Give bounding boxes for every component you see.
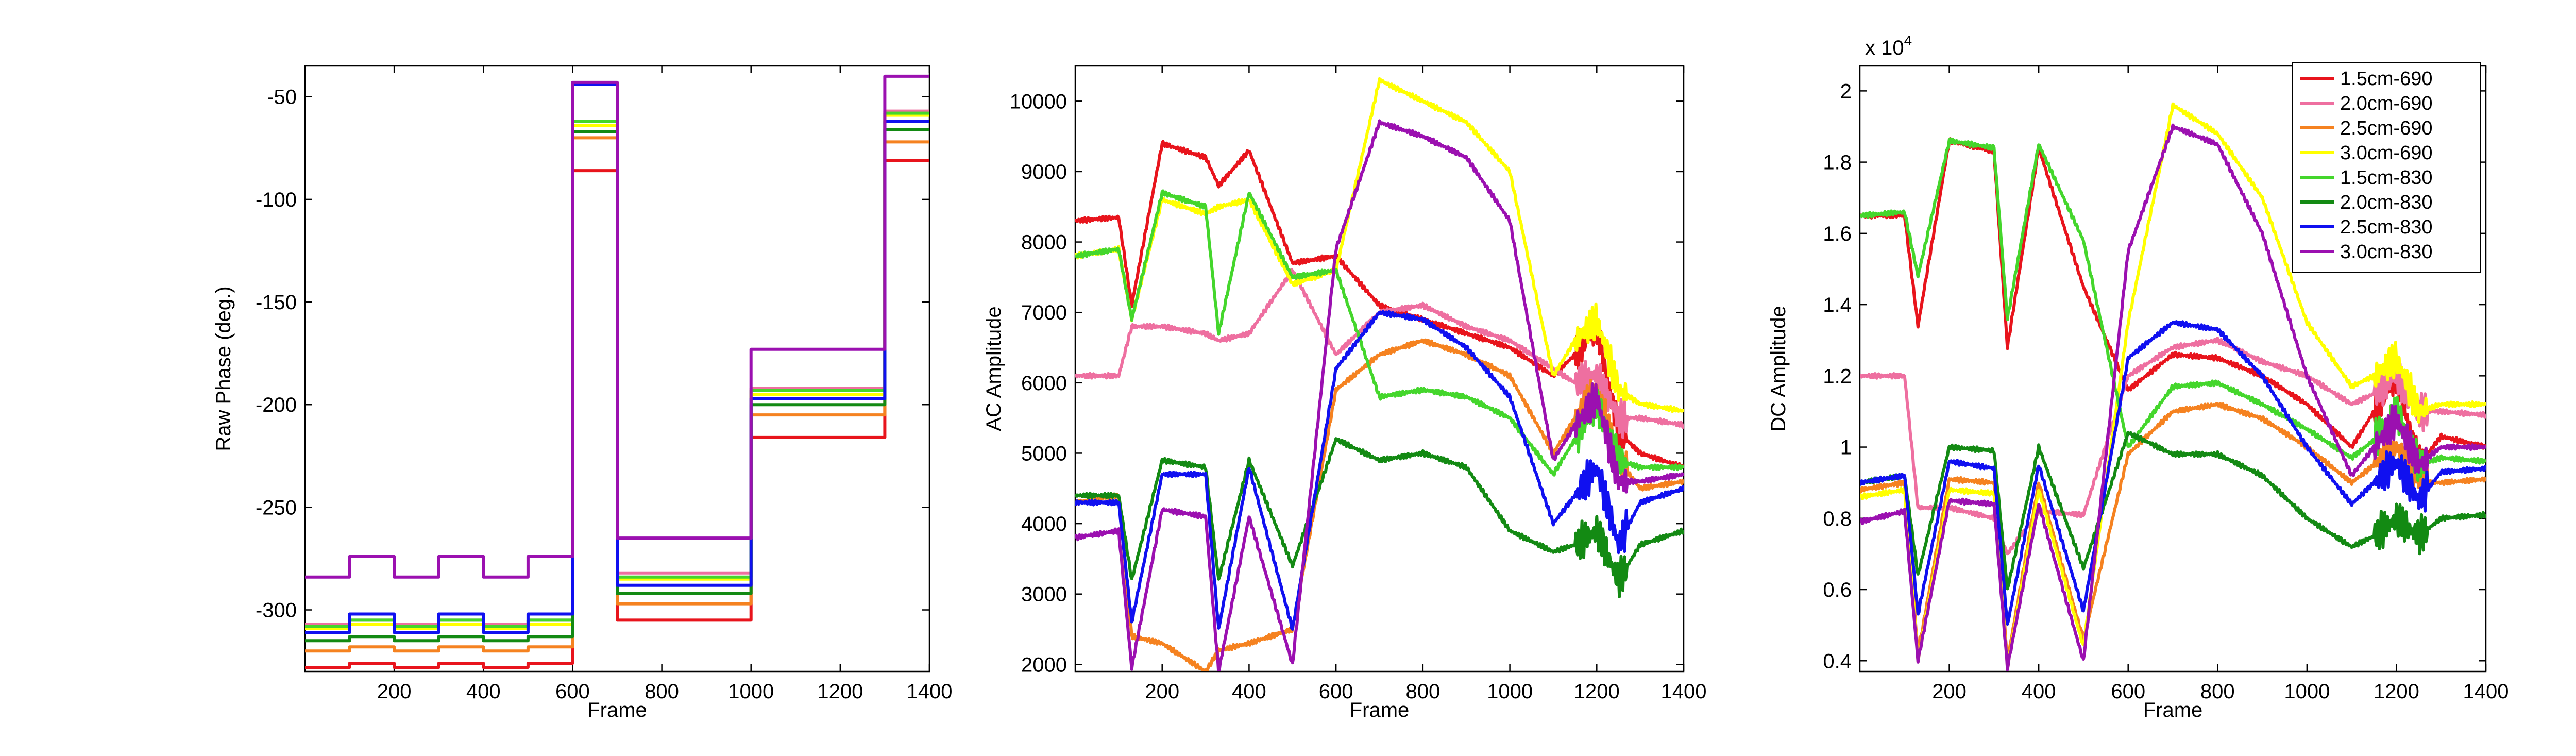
x-tick-label-dc-600: 600 <box>2111 680 2145 703</box>
y-tick-label-dc-6: 1.6 <box>1823 223 1852 245</box>
x-tick-label-ac-800: 800 <box>1405 680 1440 703</box>
series-group-dc <box>1860 102 2486 671</box>
y-tick-label-dc-1: 0.6 <box>1823 579 1852 601</box>
plot-area-ac <box>1074 65 1685 673</box>
y-tick-label-ac-2: 4000 <box>1021 513 1067 535</box>
y-tick-label-phase-1: -250 <box>256 496 297 519</box>
y-tick-label-ac-1: 3000 <box>1021 583 1067 606</box>
legend-label-3.0cm-830: 3.0cm-830 <box>2340 241 2433 263</box>
exponent-power: 4 <box>1904 32 1912 48</box>
x-tick-label-phase-800: 800 <box>645 680 679 703</box>
series-line-dc-2.0cm-830 <box>1860 430 2486 591</box>
x-tick-label-dc-1000: 1000 <box>2284 680 2330 703</box>
series-line-ac-1.5cm-830 <box>1075 189 1684 478</box>
x-tick-label-phase-200: 200 <box>377 680 412 703</box>
y-tick-label-ac-5: 7000 <box>1021 301 1067 324</box>
y-tick-label-dc-5: 1.4 <box>1823 294 1852 316</box>
y-axis-label-ac: AC Amplitude <box>982 306 1005 431</box>
y-tick-label-ac-6: 8000 <box>1021 231 1067 254</box>
x-tick-label-dc-1400: 1400 <box>2463 680 2509 703</box>
y-tick-label-dc-0: 0.4 <box>1823 650 1852 673</box>
x-tick-label-ac-1400: 1400 <box>1661 680 1707 703</box>
series-group-ac <box>1075 77 1684 671</box>
x-axis-label-ac: Frame <box>1350 699 1410 721</box>
series-line-dc-2.5cm-830 <box>1860 320 2486 626</box>
y-tick-label-phase-4: -100 <box>256 189 297 211</box>
legend-box <box>2292 62 2481 273</box>
legend-label-2.0cm-690: 2.0cm-690 <box>2340 93 2433 114</box>
x-tick-label-ac-200: 200 <box>1145 680 1179 703</box>
x-axis-label-dc: Frame <box>2143 699 2203 721</box>
series-line-ac-3.0cm-830 <box>1075 119 1684 671</box>
series-line-dc-3.0cm-830 <box>1860 123 2486 671</box>
x-tick-label-phase-1400: 1400 <box>907 680 953 703</box>
dc-amplitude-chart: 200 400 600 800 1000 1200 1400 0.4 0.6 0.8 1 1.2 1.4… <box>1767 32 2509 721</box>
y-tick-label-phase-5: -50 <box>267 86 297 109</box>
y-tick-label-phase-2: -200 <box>256 394 297 416</box>
legend-label-1.5cm-830: 1.5cm-830 <box>2340 167 2433 189</box>
x-tick-label-phase-600: 600 <box>555 680 590 703</box>
raw-phase-chart: 200 400 600 800 1000 1200 1400 -300 -250 -200 -150… <box>212 65 953 721</box>
y-tick-label-phase-3: -150 <box>256 291 297 314</box>
exponent-prefix: x 10 <box>1865 37 1904 59</box>
legend-label-1.5cm-690: 1.5cm-690 <box>2340 68 2433 90</box>
x-tick-label-ac-400: 400 <box>1232 680 1266 703</box>
y-tick-label-ac-8: 10000 <box>1010 90 1067 113</box>
y-tick-label-dc-2: 0.8 <box>1823 508 1852 530</box>
series-line-dc-3.0cm-690 <box>1860 102 2486 671</box>
y-tick-label-dc-7: 1.8 <box>1823 152 1852 174</box>
x-tick-label-dc-200: 200 <box>1932 680 1967 703</box>
x-tick-label-phase-1200: 1200 <box>817 680 863 703</box>
x-tick-label-ac-1200: 1200 <box>1574 680 1620 703</box>
legend-label-2.5cm-830: 2.5cm-830 <box>2340 216 2433 238</box>
exponent-label-dc: x 104 <box>1865 32 1912 59</box>
legend-label-2.5cm-690: 2.5cm-690 <box>2340 117 2433 139</box>
legend-label-3.0cm-690: 3.0cm-690 <box>2340 142 2433 164</box>
y-tick-label-dc-4: 1.2 <box>1823 365 1852 388</box>
x-axis-label-phase: Frame <box>587 699 647 721</box>
series-line-ac-1.5cm-690 <box>1075 140 1684 470</box>
y-tick-label-ac-7: 9000 <box>1021 161 1067 183</box>
series-line-phase-3.0cm-830 <box>305 74 929 579</box>
series-line-ac-2.5cm-830 <box>1075 310 1684 631</box>
y-tick-label-dc-8: 2 <box>1840 80 1852 103</box>
legend-label-2.0cm-830: 2.0cm-830 <box>2340 192 2433 213</box>
ac-amplitude-chart: 200 400 600 800 1000 1200 1400 2000 3000 4000 5000… <box>982 65 1707 721</box>
series-line-ac-2.0cm-830 <box>1075 437 1684 598</box>
series-group-phase <box>305 74 929 669</box>
x-tick-label-ac-1000: 1000 <box>1487 680 1533 703</box>
x-tick-label-dc-1200: 1200 <box>2374 680 2419 703</box>
x-tick-label-phase-400: 400 <box>466 680 501 703</box>
y-tick-label-dc-3: 1 <box>1840 436 1852 459</box>
x-tick-label-dc-800: 800 <box>2200 680 2235 703</box>
x-tick-label-dc-400: 400 <box>2022 680 2056 703</box>
x-tick-label-phase-1000: 1000 <box>728 680 774 703</box>
series-line-ac-3.0cm-690 <box>1075 77 1684 413</box>
y-axis-label-dc: DC Amplitude <box>1767 306 1790 432</box>
y-axis-label-phase: Raw Phase (deg.) <box>212 286 235 451</box>
y-tick-label-ac-0: 2000 <box>1021 653 1067 676</box>
y-tick-label-ac-4: 6000 <box>1021 372 1067 395</box>
x-tick-label-ac-600: 600 <box>1319 680 1353 703</box>
y-tick-label-phase-0: -300 <box>256 599 297 622</box>
y-tick-label-ac-3: 5000 <box>1021 442 1067 465</box>
